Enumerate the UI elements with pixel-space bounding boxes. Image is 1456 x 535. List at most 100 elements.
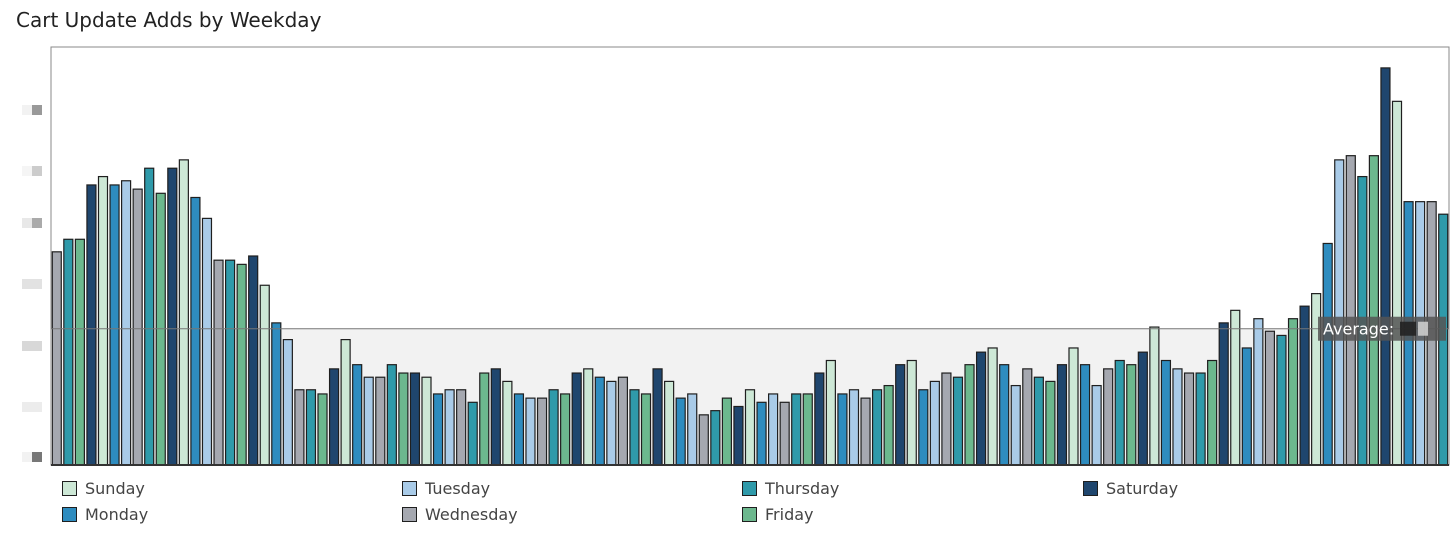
bar-wednesday[interactable] <box>536 397 548 466</box>
bar-tuesday[interactable] <box>767 393 779 466</box>
bar-monday[interactable] <box>837 393 848 466</box>
bar-thursday[interactable] <box>548 389 559 466</box>
bar-sunday[interactable] <box>1230 309 1241 466</box>
bar-saturday[interactable] <box>1299 305 1310 466</box>
bar-friday[interactable] <box>721 397 733 466</box>
bar-thursday[interactable] <box>1114 359 1125 466</box>
bar-wednesday[interactable] <box>941 372 952 466</box>
bar-friday[interactable] <box>640 393 652 466</box>
bar-friday[interactable] <box>964 364 975 466</box>
bar-tuesday[interactable] <box>282 339 293 466</box>
legend-item-saturday[interactable]: Saturday <box>1083 476 1178 500</box>
bar-saturday[interactable] <box>1056 364 1068 466</box>
bar-monday[interactable] <box>1322 242 1333 466</box>
bar-tuesday[interactable] <box>1091 384 1102 466</box>
bar-friday[interactable] <box>1287 318 1299 466</box>
bar-wednesday[interactable] <box>213 259 224 466</box>
bar-monday[interactable] <box>109 184 120 466</box>
bar-friday[interactable] <box>398 372 409 466</box>
bar-sunday[interactable] <box>1068 347 1079 466</box>
bar-friday[interactable] <box>74 238 85 466</box>
bar-friday[interactable] <box>1368 155 1380 466</box>
legend-item-thursday[interactable]: Thursday <box>742 476 839 500</box>
bar-tuesday[interactable] <box>687 393 698 466</box>
bar-saturday[interactable] <box>1218 322 1229 466</box>
legend-item-monday[interactable]: Monday <box>62 502 148 526</box>
bar-thursday[interactable] <box>1033 376 1044 466</box>
bar-tuesday[interactable] <box>1172 368 1183 466</box>
bar-sunday[interactable] <box>906 359 917 466</box>
bar-friday[interactable] <box>802 393 813 466</box>
bar-thursday[interactable] <box>144 167 155 466</box>
bar-thursday[interactable] <box>871 389 883 466</box>
bar-monday[interactable] <box>675 397 686 466</box>
bar-tuesday[interactable] <box>848 389 860 466</box>
bar-friday[interactable] <box>560 393 571 466</box>
bar-monday[interactable] <box>594 376 605 466</box>
bar-tuesday[interactable] <box>1010 384 1021 466</box>
bar-wednesday[interactable] <box>1183 372 1195 466</box>
bar-sunday[interactable] <box>825 359 836 466</box>
bar-tuesday[interactable] <box>444 389 455 466</box>
bar-tuesday[interactable] <box>525 397 536 466</box>
bar-thursday[interactable] <box>952 376 964 466</box>
bar-sunday[interactable] <box>1391 100 1403 466</box>
bar-sunday[interactable] <box>97 175 109 466</box>
bar-monday[interactable] <box>1079 364 1091 466</box>
bar-saturday[interactable] <box>975 351 987 466</box>
bar-tuesday[interactable] <box>201 217 213 466</box>
bar-wednesday[interactable] <box>779 401 790 466</box>
bar-monday[interactable] <box>918 389 929 466</box>
bar-thursday[interactable] <box>1276 334 1287 466</box>
bar-monday[interactable] <box>513 393 525 466</box>
bar-wednesday[interactable] <box>1103 368 1114 466</box>
bar-thursday[interactable] <box>386 364 397 466</box>
bar-thursday[interactable] <box>305 389 317 466</box>
bar-wednesday[interactable] <box>698 414 709 466</box>
bar-saturday[interactable] <box>1380 67 1391 466</box>
bar-friday[interactable] <box>1045 380 1056 466</box>
bar-tuesday[interactable] <box>1334 159 1345 466</box>
bar-saturday[interactable] <box>733 405 744 466</box>
bar-sunday[interactable] <box>1149 326 1160 466</box>
bar-wednesday[interactable] <box>1022 368 1033 466</box>
bar-saturday[interactable] <box>86 184 97 466</box>
bar-thursday[interactable] <box>467 401 478 466</box>
bar-wednesday[interactable] <box>132 188 143 466</box>
bar-monday[interactable] <box>756 401 767 466</box>
legend-item-tuesday[interactable]: Tuesday <box>402 476 490 500</box>
bar-tuesday[interactable] <box>606 380 617 466</box>
bar-sunday[interactable] <box>664 380 675 466</box>
bar-thursday[interactable] <box>791 393 802 466</box>
bar-wednesday[interactable] <box>1264 330 1276 466</box>
bar-wednesday[interactable] <box>860 397 871 466</box>
bar-saturday[interactable] <box>167 167 178 466</box>
bar-sunday[interactable] <box>502 380 513 466</box>
bar-friday[interactable] <box>236 263 247 466</box>
bar-tuesday[interactable] <box>929 380 940 466</box>
bar-thursday[interactable] <box>710 410 721 466</box>
legend-item-wednesday[interactable]: Wednesday <box>402 502 518 526</box>
bar-wednesday[interactable] <box>617 376 629 466</box>
bar-tuesday[interactable] <box>120 180 132 466</box>
bar-friday[interactable] <box>317 393 328 466</box>
bar-friday[interactable] <box>479 372 490 466</box>
legend-item-friday[interactable]: Friday <box>742 502 814 526</box>
bar-saturday[interactable] <box>409 372 421 466</box>
bar-sunday[interactable] <box>178 159 189 466</box>
bar-monday[interactable] <box>190 196 201 466</box>
bar-sunday[interactable] <box>744 389 756 466</box>
bar-saturday[interactable] <box>571 372 582 466</box>
bar-thursday[interactable] <box>63 238 74 466</box>
bar-sunday[interactable] <box>259 284 270 466</box>
bar-saturday[interactable] <box>248 255 259 466</box>
bar-monday[interactable] <box>999 364 1010 466</box>
legend-item-sunday[interactable]: Sunday <box>62 476 145 500</box>
bar-monday[interactable] <box>271 322 282 466</box>
bar-saturday[interactable] <box>490 368 501 466</box>
bar-sunday[interactable] <box>421 376 432 466</box>
bar-sunday[interactable] <box>583 368 594 466</box>
bar-monday[interactable] <box>1160 359 1172 466</box>
bar-tuesday[interactable] <box>363 376 374 466</box>
bar-monday[interactable] <box>1241 347 1252 466</box>
